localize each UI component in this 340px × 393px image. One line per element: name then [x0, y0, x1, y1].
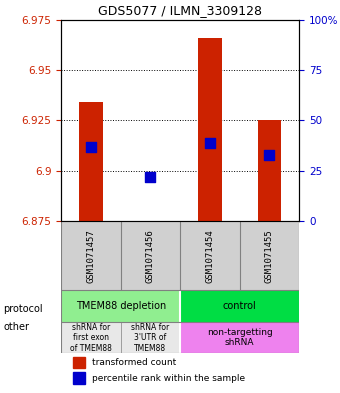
Bar: [240, 221, 299, 290]
Bar: [180, 290, 299, 322]
Text: GSM1071454: GSM1071454: [205, 229, 215, 283]
Bar: [79, 102, 103, 221]
Bar: [180, 221, 240, 290]
Bar: [198, 38, 222, 221]
Bar: [121, 322, 180, 353]
Bar: [180, 322, 299, 353]
Text: protocol: protocol: [3, 303, 43, 314]
Title: GDS5077 / ILMN_3309128: GDS5077 / ILMN_3309128: [98, 4, 262, 17]
Point: [148, 174, 153, 180]
Bar: [121, 221, 180, 290]
Text: control: control: [223, 301, 257, 311]
Bar: [61, 322, 121, 353]
Text: GSM1071455: GSM1071455: [265, 229, 274, 283]
Text: TMEM88 depletion: TMEM88 depletion: [75, 301, 166, 311]
Text: shRNA for
3'UTR of
TMEM88: shRNA for 3'UTR of TMEM88: [131, 323, 170, 353]
Text: percentile rank within the sample: percentile rank within the sample: [92, 374, 245, 383]
Bar: [73, 373, 85, 384]
Bar: [257, 120, 281, 221]
Text: GSM1071456: GSM1071456: [146, 229, 155, 283]
Text: non-targetting
shRNA: non-targetting shRNA: [207, 328, 273, 347]
Point: [88, 143, 94, 150]
Point: [267, 151, 272, 158]
Text: GSM1071457: GSM1071457: [86, 229, 96, 283]
Point: [207, 140, 213, 146]
Text: transformed count: transformed count: [92, 358, 176, 367]
Bar: [61, 221, 121, 290]
Bar: [73, 357, 85, 368]
Text: other: other: [3, 322, 29, 332]
Bar: [61, 290, 180, 322]
Text: shRNA for
first exon
of TMEM88: shRNA for first exon of TMEM88: [70, 323, 112, 353]
